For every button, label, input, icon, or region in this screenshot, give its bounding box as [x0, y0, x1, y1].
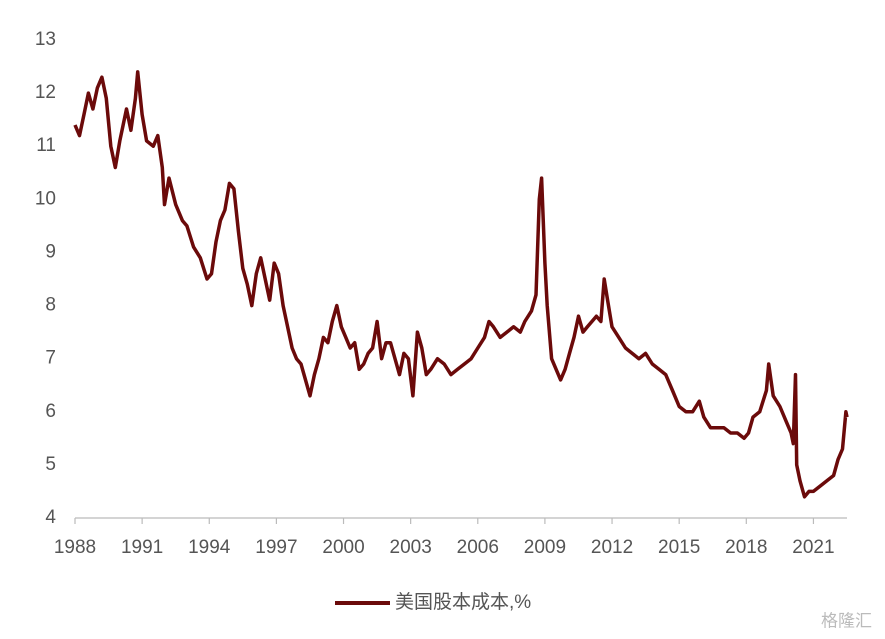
y-tick-label: 11 [36, 135, 56, 156]
y-tick-label: 12 [35, 82, 56, 103]
x-tick-label: 1991 [121, 537, 163, 558]
x-tick-label: 2006 [457, 537, 499, 558]
y-tick-label: 5 [45, 454, 56, 475]
y-tick-label: 6 [45, 401, 56, 422]
x-tick-label: 2015 [658, 537, 700, 558]
x-tick-label: 2003 [390, 537, 432, 558]
x-tick-label: 2000 [322, 537, 364, 558]
y-tick-label: 8 [45, 295, 56, 316]
x-tick-label: 1994 [188, 537, 231, 558]
y-tick-label: 10 [35, 188, 56, 209]
y-tick-label: 9 [45, 241, 56, 262]
x-tick-label: 2018 [725, 537, 767, 558]
line [73, 70, 849, 499]
y-tick-label: 13 [35, 29, 56, 50]
x-tick-label: 2012 [591, 537, 633, 558]
x-tick-label: 2009 [524, 537, 566, 558]
y-tick-label: 7 [45, 348, 56, 369]
x-tick-label: 1988 [54, 537, 96, 558]
x-tick-label: 1997 [255, 537, 297, 558]
watermark: 格隆汇 [821, 611, 872, 630]
x-tick-label: 2021 [792, 537, 834, 558]
y-tick-label: 4 [45, 507, 56, 528]
legend-label: 美国股本成本,% [395, 591, 531, 613]
